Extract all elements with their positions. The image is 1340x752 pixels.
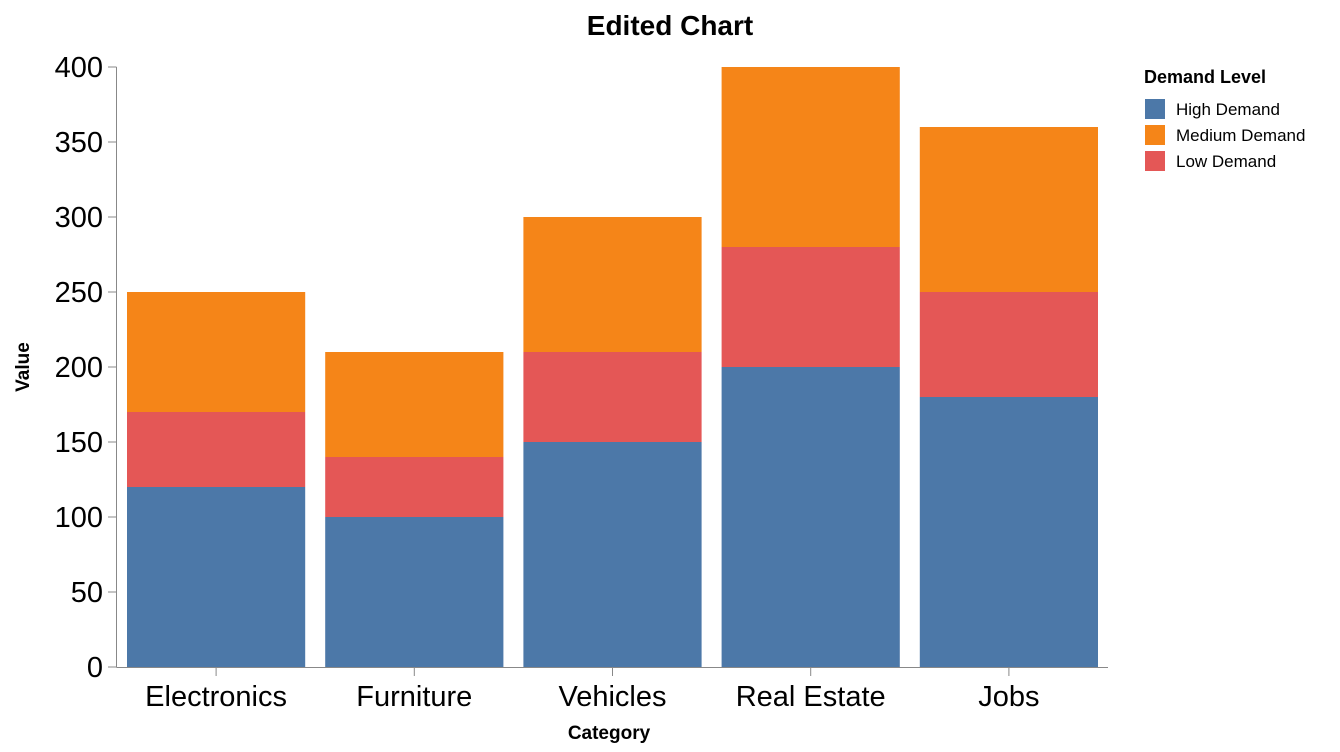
legend-swatch-low-demand (1145, 151, 1165, 171)
y-tick-label-200: 200 (55, 352, 103, 384)
bar-furniture-high-demand (325, 517, 504, 667)
bar-real-estate-medium-demand (721, 67, 900, 247)
x-tick-label-vehicles: Vehicles (558, 681, 666, 713)
y-tick-label-350: 350 (55, 127, 103, 159)
legend-label-high-demand: High Demand (1176, 100, 1280, 119)
bars-group (127, 67, 1098, 667)
bar-jobs-low-demand (919, 292, 1098, 397)
bar-furniture-medium-demand (325, 352, 504, 457)
legend-swatch-high-demand (1145, 99, 1165, 119)
chart-title: Edited Chart (587, 10, 753, 41)
x-tick-label-furniture: Furniture (356, 681, 472, 713)
x-axis-title: Category (568, 723, 651, 744)
legend-label-low-demand: Low Demand (1176, 152, 1276, 171)
y-axis-title: Value (13, 342, 34, 392)
legend-label-medium-demand: Medium Demand (1176, 126, 1305, 145)
y-tick-label-50: 50 (71, 577, 103, 609)
bar-vehicles-high-demand (523, 442, 702, 667)
bar-electronics-medium-demand (127, 292, 306, 412)
legend: Demand Level High Demand Medium Demand Low… (1144, 67, 1305, 171)
bar-jobs-medium-demand (919, 127, 1098, 292)
y-tick-label-150: 150 (55, 427, 103, 459)
y-tick-label-300: 300 (55, 202, 103, 234)
x-tick-label-electronics: Electronics (145, 681, 287, 713)
bar-vehicles-low-demand (523, 352, 702, 442)
bar-vehicles-medium-demand (523, 217, 702, 352)
legend-title: Demand Level (1144, 67, 1266, 87)
bar-electronics-high-demand (127, 487, 306, 667)
bar-jobs-high-demand (919, 397, 1098, 667)
x-tick-label-jobs: Jobs (978, 681, 1039, 713)
y-tick-label-0: 0 (87, 652, 103, 684)
y-axis: 0 50 100 150 200 250 300 350 400 (55, 52, 117, 684)
bar-electronics-low-demand (127, 412, 306, 487)
y-tick-label-100: 100 (55, 502, 103, 534)
legend-swatch-medium-demand (1145, 125, 1165, 145)
bar-furniture-low-demand (325, 457, 504, 517)
bar-real-estate-low-demand (721, 247, 900, 367)
y-tick-label-400: 400 (55, 52, 103, 84)
bar-real-estate-high-demand (721, 367, 900, 667)
y-tick-label-250: 250 (55, 277, 103, 309)
x-axis: Electronics Furniture Vehicles Real Estate J… (116, 667, 1108, 713)
x-tick-label-real-estate: Real Estate (736, 681, 886, 713)
